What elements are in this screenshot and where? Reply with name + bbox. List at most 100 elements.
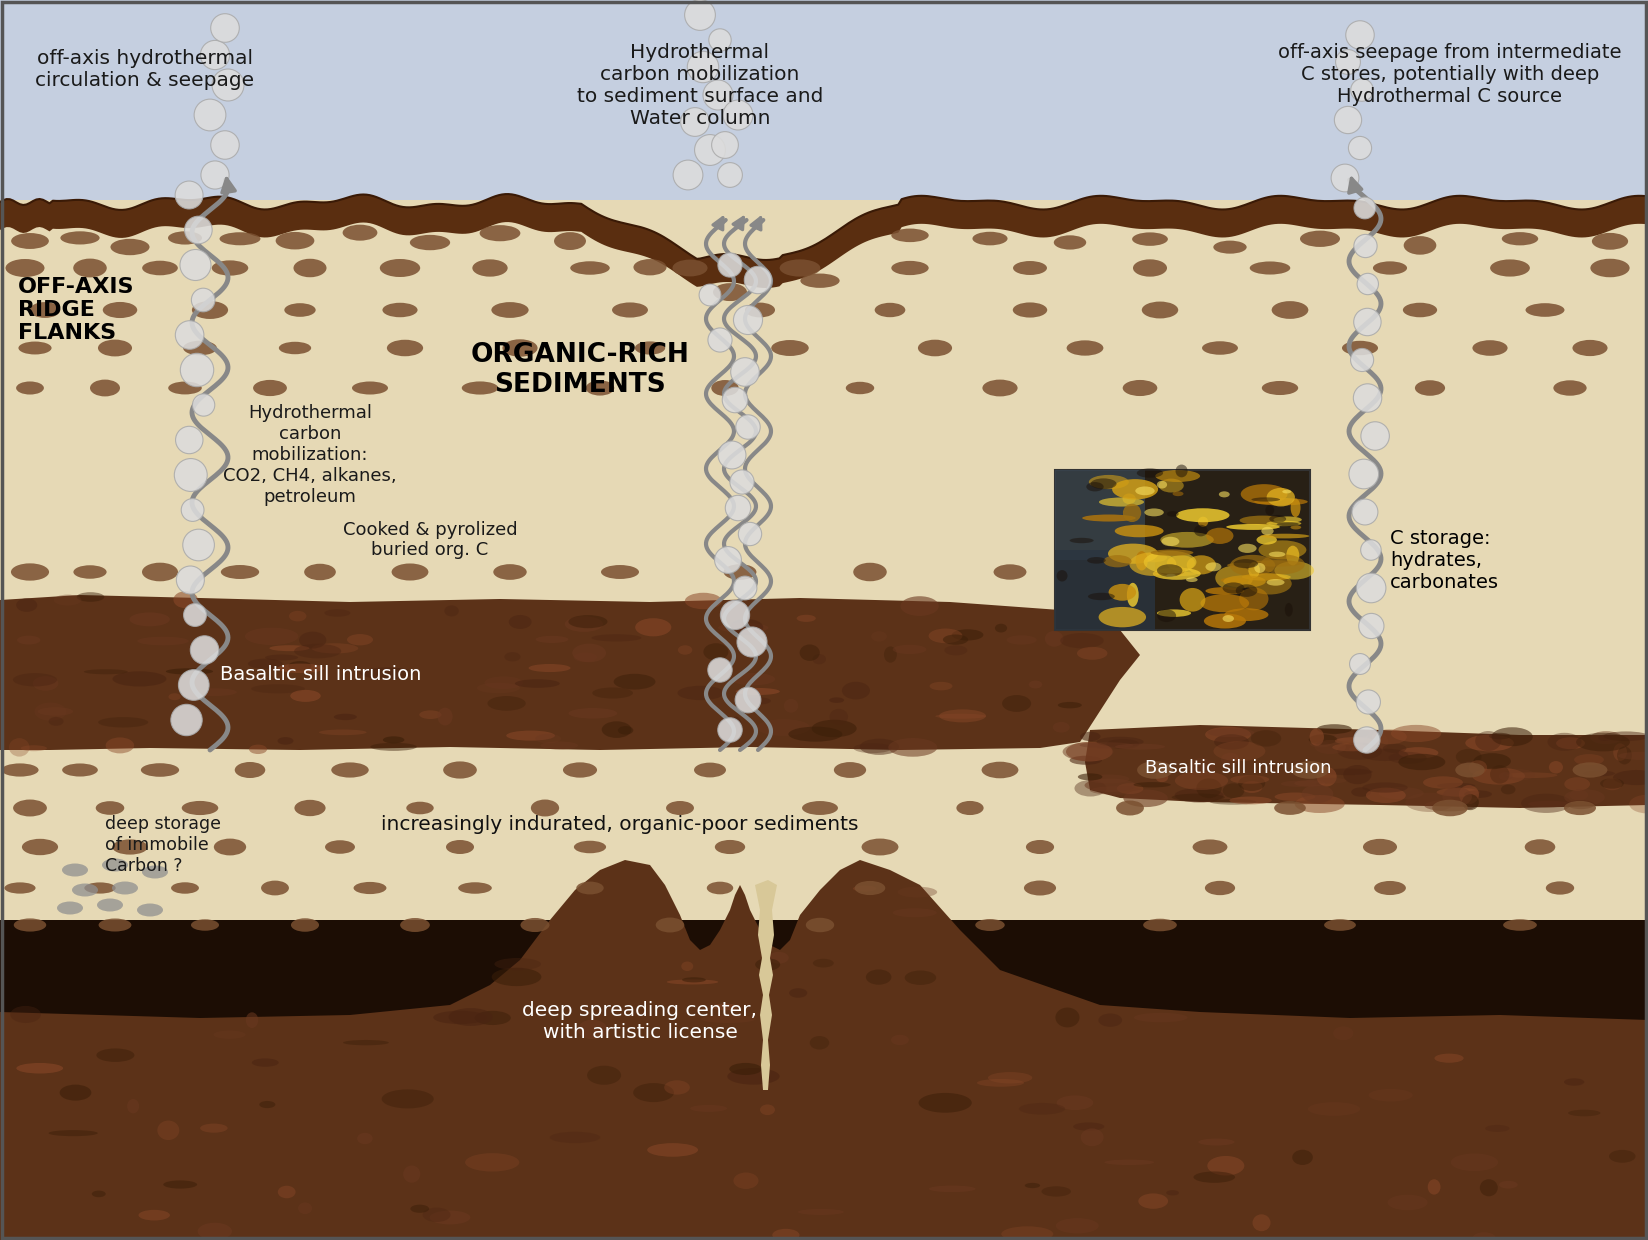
- Ellipse shape: [1104, 1159, 1154, 1166]
- Circle shape: [181, 498, 204, 521]
- Ellipse shape: [1142, 301, 1178, 319]
- Ellipse shape: [16, 598, 38, 611]
- Ellipse shape: [1014, 260, 1046, 275]
- Circle shape: [730, 470, 755, 494]
- Ellipse shape: [1127, 583, 1139, 606]
- Ellipse shape: [272, 1111, 356, 1138]
- Ellipse shape: [290, 689, 321, 702]
- Ellipse shape: [1205, 587, 1244, 595]
- Ellipse shape: [84, 883, 115, 894]
- Ellipse shape: [1590, 259, 1630, 278]
- Ellipse shape: [1274, 792, 1315, 801]
- Circle shape: [201, 161, 229, 188]
- Text: deep storage
of immobile
Carbon ?: deep storage of immobile Carbon ?: [105, 815, 221, 874]
- Circle shape: [681, 108, 709, 136]
- Ellipse shape: [1157, 481, 1167, 489]
- Ellipse shape: [1350, 746, 1361, 751]
- Ellipse shape: [1323, 919, 1356, 931]
- Ellipse shape: [712, 1003, 738, 1011]
- Ellipse shape: [1084, 779, 1135, 792]
- Ellipse shape: [1564, 801, 1595, 815]
- Ellipse shape: [1341, 341, 1378, 355]
- Ellipse shape: [102, 858, 129, 872]
- Ellipse shape: [572, 644, 606, 662]
- Ellipse shape: [1528, 801, 1571, 807]
- Ellipse shape: [953, 629, 984, 641]
- Ellipse shape: [694, 763, 727, 777]
- Ellipse shape: [1590, 732, 1622, 744]
- Circle shape: [735, 414, 760, 439]
- Ellipse shape: [855, 880, 885, 895]
- Ellipse shape: [905, 1185, 941, 1202]
- Ellipse shape: [987, 1073, 1032, 1084]
- Ellipse shape: [443, 761, 476, 779]
- Ellipse shape: [1575, 733, 1630, 751]
- Circle shape: [171, 704, 203, 735]
- Ellipse shape: [577, 882, 603, 894]
- Ellipse shape: [392, 563, 428, 580]
- Ellipse shape: [1460, 1161, 1495, 1167]
- Ellipse shape: [1028, 681, 1042, 688]
- Ellipse shape: [0, 1143, 63, 1168]
- Ellipse shape: [1526, 304, 1564, 316]
- Ellipse shape: [1351, 787, 1371, 797]
- Polygon shape: [0, 1089, 1648, 1120]
- Ellipse shape: [1574, 754, 1604, 765]
- Ellipse shape: [1274, 516, 1302, 523]
- Ellipse shape: [1175, 465, 1188, 477]
- Ellipse shape: [1254, 498, 1309, 506]
- Circle shape: [1358, 614, 1384, 639]
- Ellipse shape: [1567, 800, 1594, 810]
- Ellipse shape: [1229, 796, 1272, 805]
- Ellipse shape: [112, 839, 148, 854]
- Ellipse shape: [1252, 1214, 1271, 1231]
- Circle shape: [715, 547, 742, 573]
- Ellipse shape: [1374, 880, 1406, 895]
- Ellipse shape: [430, 1210, 470, 1224]
- Ellipse shape: [529, 1198, 545, 1209]
- Circle shape: [1335, 107, 1361, 134]
- Ellipse shape: [1215, 734, 1249, 750]
- Circle shape: [1351, 498, 1378, 525]
- Ellipse shape: [1002, 1226, 1053, 1240]
- Ellipse shape: [214, 1030, 246, 1039]
- Ellipse shape: [806, 918, 834, 932]
- Ellipse shape: [21, 745, 46, 751]
- Ellipse shape: [491, 967, 541, 986]
- Ellipse shape: [1241, 781, 1262, 794]
- Ellipse shape: [1485, 1125, 1510, 1132]
- Ellipse shape: [995, 624, 1007, 632]
- Ellipse shape: [1074, 780, 1106, 796]
- Ellipse shape: [74, 565, 107, 579]
- Ellipse shape: [1159, 479, 1183, 492]
- Ellipse shape: [1463, 790, 1491, 799]
- Text: increasingly indurated, organic-poor sediments: increasingly indurated, organic-poor sed…: [381, 816, 859, 835]
- Ellipse shape: [475, 1011, 511, 1025]
- Circle shape: [738, 522, 761, 546]
- Ellipse shape: [611, 303, 648, 317]
- Ellipse shape: [1317, 766, 1337, 786]
- Ellipse shape: [379, 259, 420, 277]
- Ellipse shape: [1427, 1179, 1440, 1194]
- Ellipse shape: [1154, 568, 1201, 580]
- Ellipse shape: [732, 673, 775, 686]
- Ellipse shape: [288, 661, 311, 671]
- Ellipse shape: [191, 919, 219, 931]
- Bar: [1055, 470, 1145, 560]
- Ellipse shape: [1014, 303, 1046, 317]
- Ellipse shape: [1226, 525, 1280, 529]
- Ellipse shape: [727, 1068, 780, 1085]
- Ellipse shape: [1058, 702, 1081, 708]
- Ellipse shape: [780, 259, 821, 277]
- Ellipse shape: [1549, 761, 1562, 774]
- Ellipse shape: [1488, 733, 1511, 739]
- Ellipse shape: [1144, 508, 1163, 516]
- Ellipse shape: [773, 1229, 799, 1240]
- Ellipse shape: [18, 341, 51, 355]
- Ellipse shape: [13, 800, 46, 816]
- Polygon shape: [0, 861, 1648, 1240]
- Ellipse shape: [277, 737, 293, 745]
- Ellipse shape: [1538, 1149, 1584, 1164]
- Ellipse shape: [1280, 781, 1317, 787]
- Ellipse shape: [1098, 1013, 1122, 1027]
